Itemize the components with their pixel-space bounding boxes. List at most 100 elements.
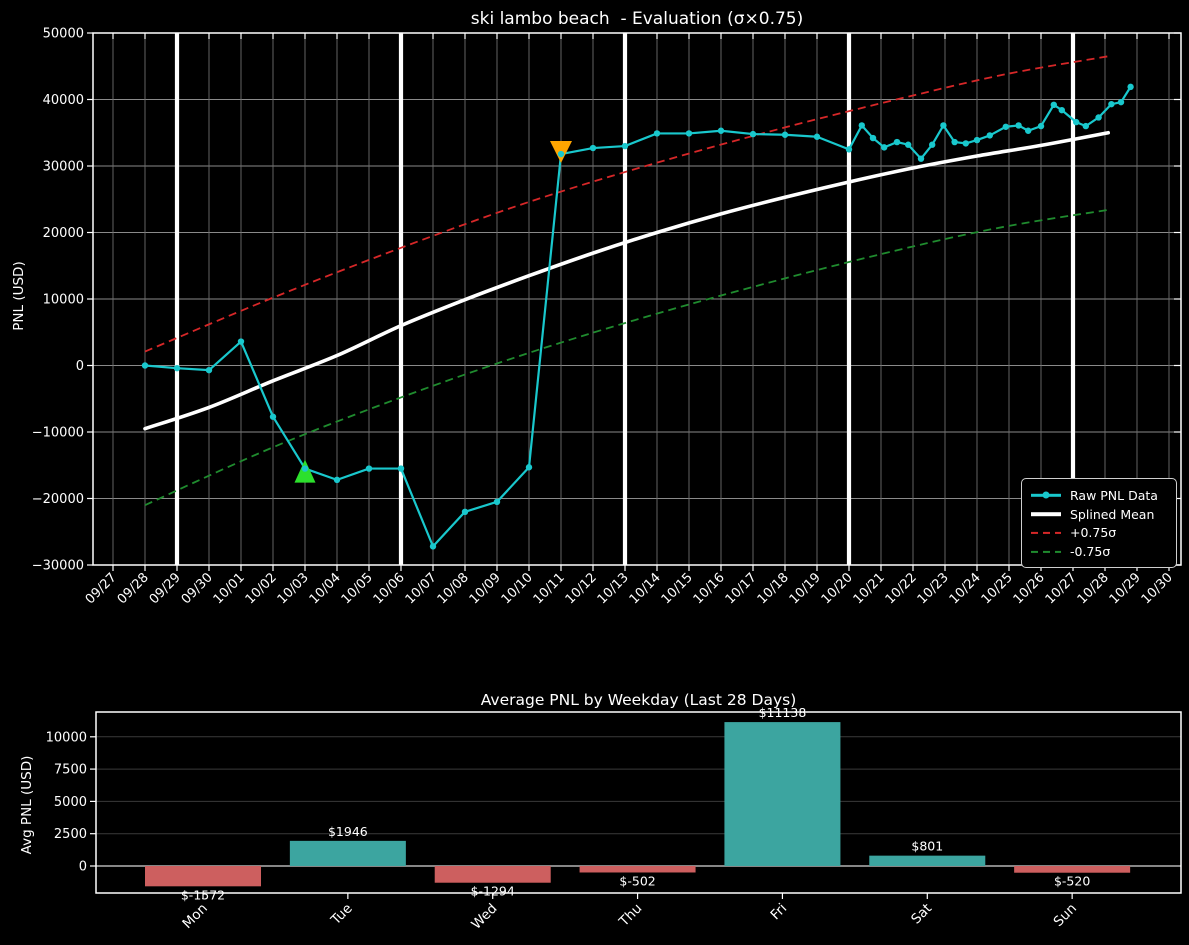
x-tick-label: 10/12 xyxy=(563,570,600,607)
x-tick-label: 10/21 xyxy=(851,570,888,607)
raw-pnl-point xyxy=(717,127,725,134)
raw-pnl-point xyxy=(237,338,245,345)
x-tick-label: 10/06 xyxy=(371,570,408,607)
bar-value-label: $-1294 xyxy=(471,884,515,899)
y-tick-label: 50000 xyxy=(43,27,84,42)
raw-pnl-point xyxy=(301,465,309,472)
raw-pnl-point xyxy=(951,138,958,146)
raw-pnl-point xyxy=(917,155,925,162)
y-tick-label: 20000 xyxy=(43,226,84,241)
x-tick-label: 10/08 xyxy=(435,570,472,607)
x-tick-label: 10/29 xyxy=(1107,570,1144,607)
raw-pnl-point xyxy=(205,366,213,374)
pnl-y-axis-label: PNL (USD) xyxy=(11,261,27,331)
sigma-upper-line xyxy=(144,55,1109,353)
legend-item-sigma-lower: -0.75σ xyxy=(1031,542,1168,561)
legend-label-sigma-lower: -0.75σ xyxy=(1070,544,1111,560)
x-tick-label: 09/29 xyxy=(147,570,184,607)
raw-pnl-point xyxy=(1073,118,1080,126)
raw-pnl-point xyxy=(781,131,789,138)
x-tick-label: 10/17 xyxy=(723,570,760,607)
raw-pnl-point xyxy=(940,122,947,129)
sigma-lower-swatch xyxy=(1031,548,1061,556)
bar-chart-axes-frame xyxy=(95,711,1182,894)
weekday-bar xyxy=(145,866,261,887)
legend-item-sigma-upper: +0.75σ xyxy=(1031,524,1168,543)
raw-pnl-point xyxy=(621,142,629,150)
raw-pnl-point xyxy=(429,543,437,550)
raw-pnl-point xyxy=(858,122,865,129)
x-tick-label: 10/28 xyxy=(1075,570,1112,607)
bar-y-tick-label: 5000 xyxy=(54,795,87,810)
x-tick-label: 10/07 xyxy=(403,570,440,607)
weekday-tick-label: Tue xyxy=(327,901,355,929)
raw-pnl-point xyxy=(557,150,565,158)
legend-label-sigma-upper: +0.75σ xyxy=(1070,525,1117,541)
avg-pnl-y-axis-label: Avg PNL (USD) xyxy=(19,755,35,855)
raw-pnl-point xyxy=(881,144,888,151)
raw-pnl-point xyxy=(365,465,373,472)
y-tick-label: 0 xyxy=(76,359,84,374)
raw-pnl-point xyxy=(269,413,277,420)
bar-y-tick-label: 10000 xyxy=(46,730,87,745)
raw-pnl-point xyxy=(1025,127,1032,134)
weekday-bar xyxy=(289,840,406,866)
raw-pnl-point xyxy=(893,138,901,146)
raw-pnl-point xyxy=(1002,123,1009,130)
x-tick-label: 10/11 xyxy=(531,570,568,607)
x-tick-label: 10/25 xyxy=(979,570,1016,607)
x-tick-label: 10/22 xyxy=(883,570,920,607)
raw-pnl-point xyxy=(589,144,597,152)
weekday-tick-label: Mon xyxy=(179,901,210,932)
x-tick-label: 10/03 xyxy=(275,570,312,607)
sigma-lower-line xyxy=(144,209,1109,506)
raw-pnl-point xyxy=(929,141,936,148)
y-tick-label: −20000 xyxy=(32,492,84,507)
x-tick-label: 10/27 xyxy=(1043,570,1080,607)
raw-pnl-point xyxy=(1108,100,1115,108)
splined-mean-line xyxy=(143,130,1110,431)
raw-pnl-point xyxy=(141,362,149,369)
bar-value-label: $-520 xyxy=(1054,874,1090,889)
raw-pnl-point xyxy=(749,130,757,138)
weekday-bar xyxy=(434,866,551,883)
legend-item-splined-mean: Splined Mean xyxy=(1031,505,1168,524)
weekday-tick-label: Thu xyxy=(615,901,645,931)
x-tick-label: 10/30 xyxy=(1139,570,1176,607)
x-tick-label: 10/18 xyxy=(755,570,792,607)
raw-pnl-point xyxy=(685,130,693,137)
legend: Raw PNL Data Splined Mean +0.75σ -0.75σ xyxy=(1021,478,1177,568)
x-tick-label: 10/13 xyxy=(595,570,632,607)
raw-pnl-point xyxy=(1095,114,1102,121)
raw-pnl-point xyxy=(653,130,661,137)
raw-pnl-point xyxy=(397,465,405,472)
raw-pnl-point xyxy=(1050,101,1058,109)
raw-pnl-point xyxy=(869,134,877,142)
raw-pnl-point xyxy=(1058,106,1066,114)
weekday-tick-label: Fri xyxy=(768,901,791,924)
weekday-tick-label: Sat xyxy=(908,901,935,928)
bar-value-label: $1946 xyxy=(328,824,368,839)
y-tick-label: 10000 xyxy=(43,293,84,308)
weekday-tick-label: Wed xyxy=(468,901,500,933)
raw-pnl-point xyxy=(173,364,181,372)
bar-y-tick-label: 7500 xyxy=(54,763,87,778)
x-tick-label: 10/23 xyxy=(915,570,952,607)
y-tick-label: 30000 xyxy=(43,160,84,175)
legend-label-raw-pnl: Raw PNL Data xyxy=(1070,487,1158,503)
x-tick-label: 09/27 xyxy=(83,570,120,607)
x-tick-label: 09/28 xyxy=(115,570,152,607)
bar-value-label: $801 xyxy=(911,839,943,854)
weekday-tick-label: Sun xyxy=(1050,901,1079,930)
legend-item-raw-pnl: Raw PNL Data xyxy=(1031,486,1168,505)
raw-pnl-point xyxy=(962,140,969,147)
raw-pnl-point xyxy=(493,498,501,506)
x-tick-label: 10/20 xyxy=(819,570,856,607)
raw-pnl-line-swatch xyxy=(1031,491,1061,499)
raw-pnl-point xyxy=(1127,83,1134,91)
x-tick-label: 10/14 xyxy=(627,570,664,607)
x-tick-label: 10/26 xyxy=(1011,570,1048,607)
x-tick-label: 10/24 xyxy=(947,570,984,607)
